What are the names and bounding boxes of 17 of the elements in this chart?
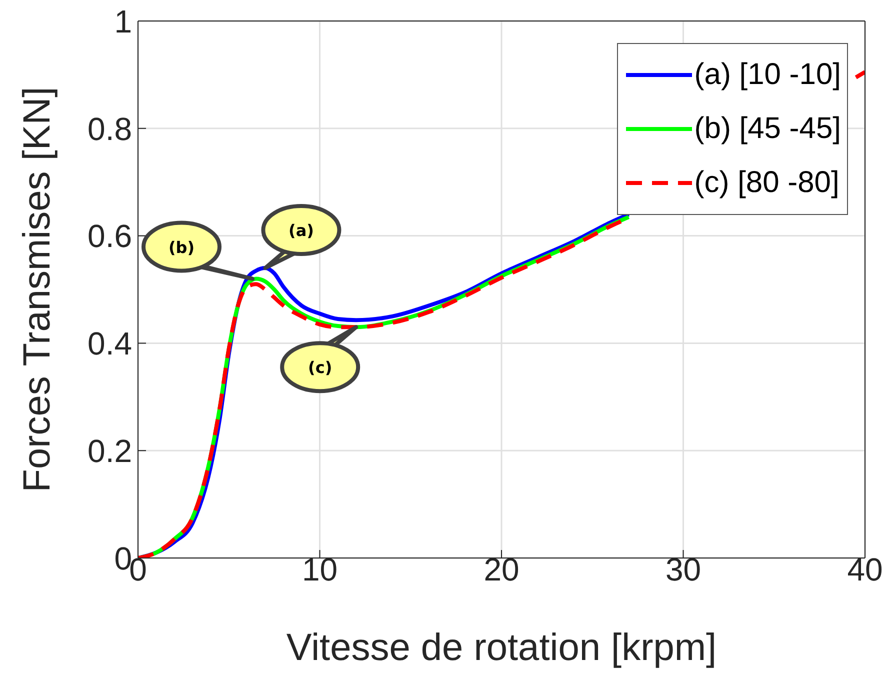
x-axis-title: Vitesse de rotation [krpm] bbox=[286, 627, 717, 669]
y-tick-label: 0.2 bbox=[88, 432, 132, 469]
y-tick-label: 0.6 bbox=[88, 218, 132, 254]
x-tick-label: 20 bbox=[484, 552, 520, 588]
x-tick-label: 30 bbox=[665, 552, 702, 588]
y-axis-title: Forces Transmises [KN] bbox=[16, 86, 58, 492]
annotation: (a) bbox=[288, 221, 314, 240]
legend-label: (b) [45 -45] bbox=[694, 111, 841, 147]
annotation: (c) bbox=[308, 358, 332, 378]
x-tick-label: 10 bbox=[302, 552, 338, 588]
y-tick-label: 1 bbox=[114, 3, 132, 40]
y-tick-label: 0.8 bbox=[88, 110, 132, 147]
annotation: (b) bbox=[168, 238, 195, 257]
legend-label: (c) [80 -80] bbox=[694, 165, 840, 201]
y-tick-label: 0.4 bbox=[88, 326, 132, 362]
x-tick-label: 40 bbox=[847, 552, 883, 588]
legend-label: (a) [10 -10] bbox=[694, 57, 841, 93]
